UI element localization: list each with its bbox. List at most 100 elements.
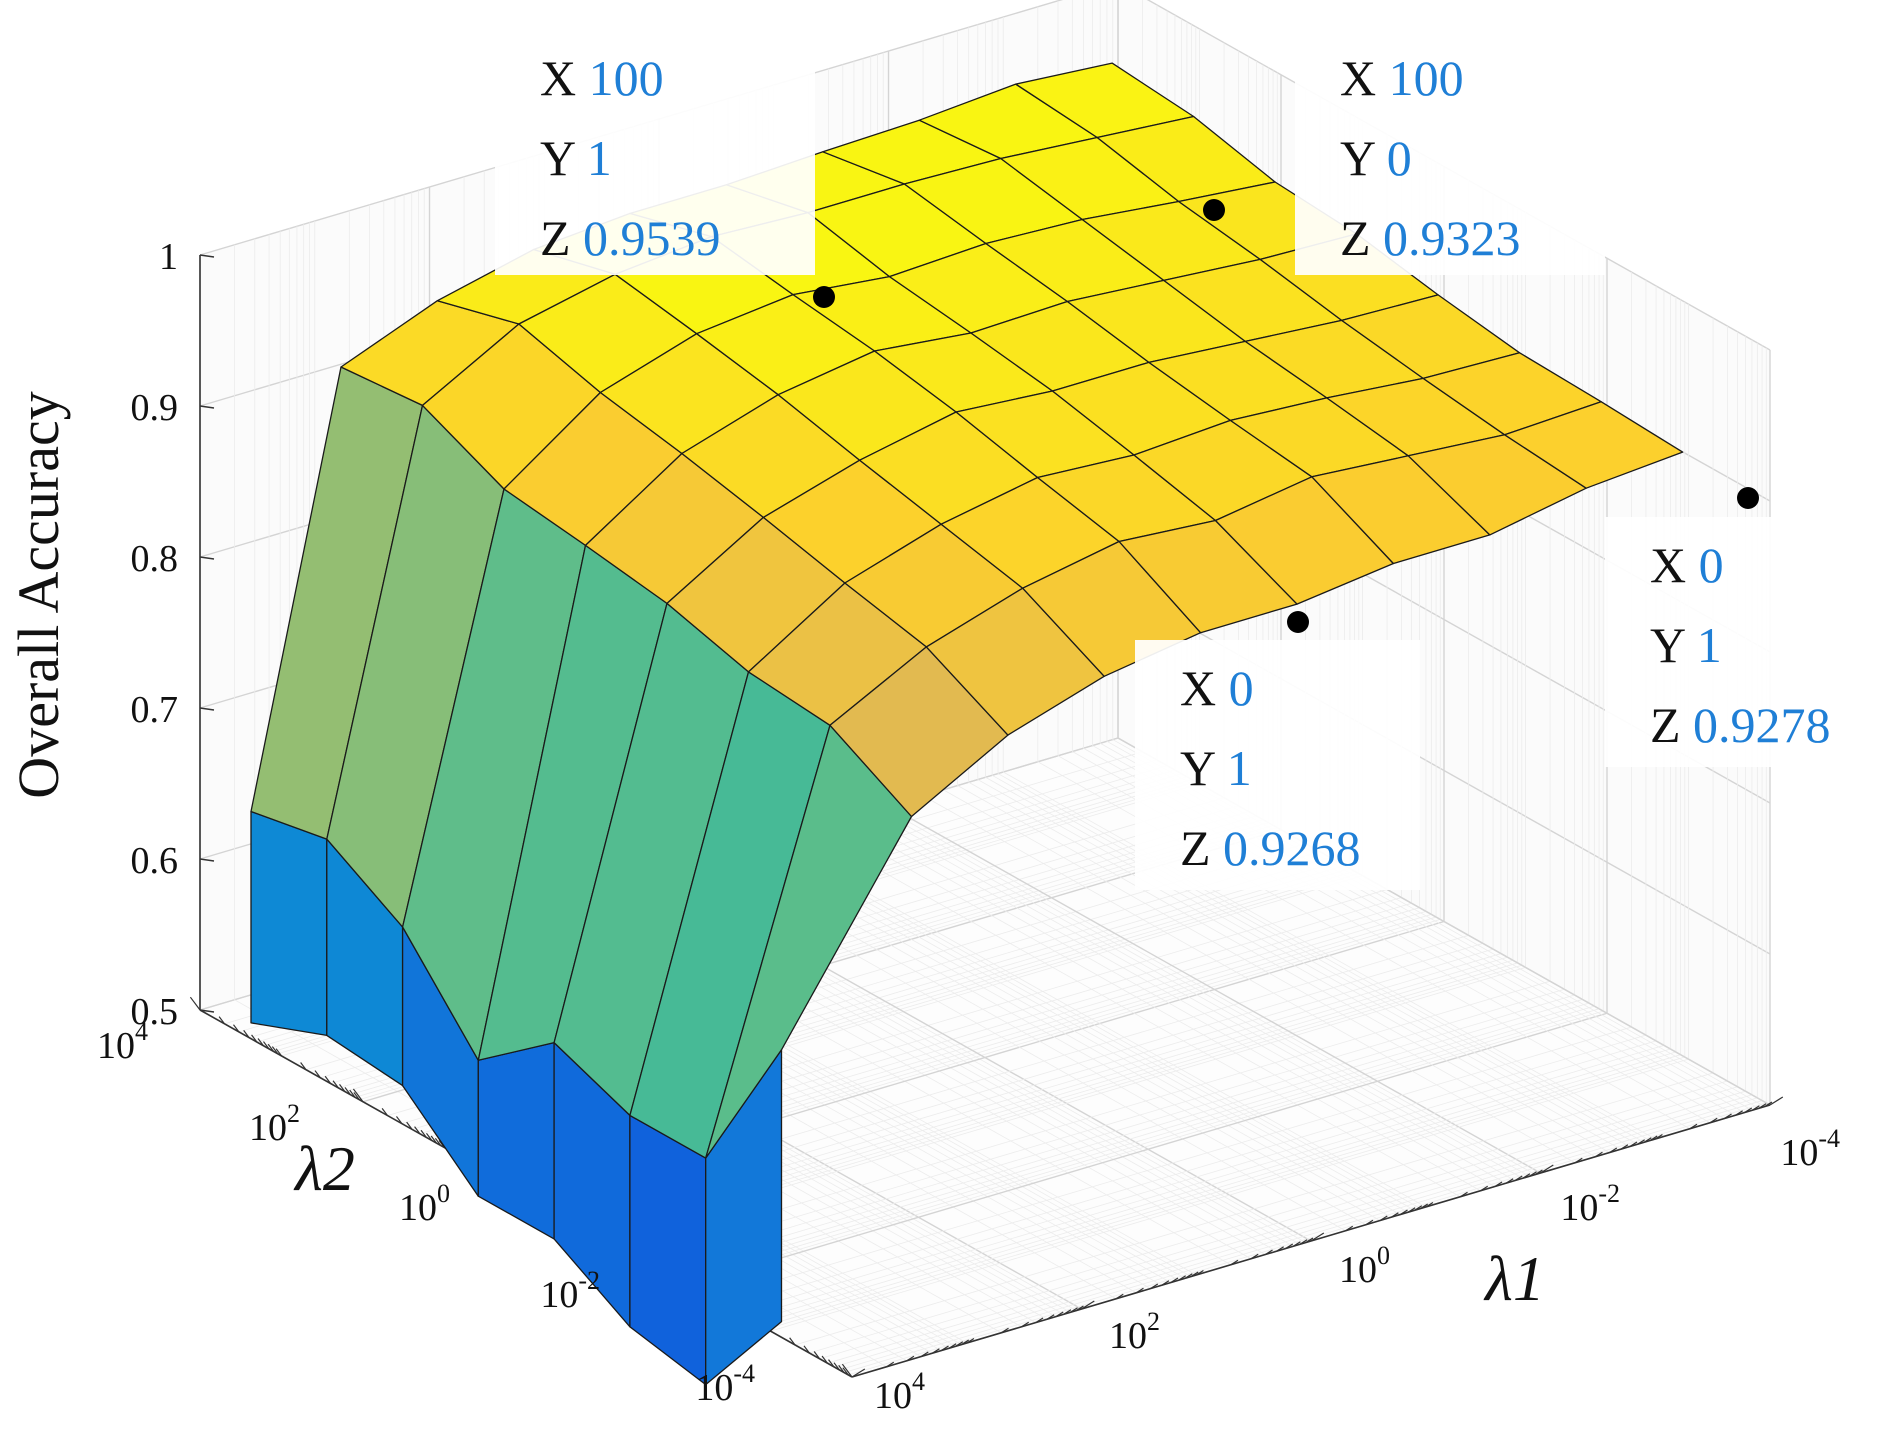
floor-grid-line xyxy=(770,1058,1689,1332)
y-axis-tick xyxy=(300,1062,307,1071)
y-axis-tick xyxy=(803,1345,810,1354)
floor-grid-line xyxy=(713,1026,1632,1300)
x-axis-tick xyxy=(966,1337,975,1344)
x-axis-tick xyxy=(1305,1237,1314,1244)
x-axis-tick xyxy=(1758,1103,1767,1109)
x-axis-tick xyxy=(1609,1147,1618,1154)
floor-grid-line xyxy=(1003,771,1656,1140)
floor-grid-line xyxy=(828,823,1481,1192)
datatip-x-row: X 100 xyxy=(540,50,664,106)
floor-grid-line xyxy=(870,810,1523,1179)
datatip-z-row: Z 0.9268 xyxy=(1180,820,1361,876)
surface-drop-low xyxy=(250,810,328,1037)
y-axis-tick xyxy=(262,1041,270,1050)
y-axis-tick xyxy=(430,1135,438,1144)
y-axis-tick xyxy=(271,1046,279,1055)
y-axis-tick xyxy=(420,1129,427,1138)
datatip-box: X 100 Y 0 Z 0.9323 xyxy=(1295,30,1605,275)
floor-grid-line xyxy=(676,1005,1595,1279)
z-tick-label: 0.9 xyxy=(131,387,179,429)
surface-drop-low xyxy=(477,1041,555,1240)
x-axis-tick xyxy=(1594,1151,1603,1158)
datatip-marker[interactable] xyxy=(813,286,835,308)
floor-grid-line xyxy=(957,785,1610,1153)
floor-grid-line xyxy=(819,1086,1738,1360)
datatip-box: X 100 Y 1 Z 0.9539 xyxy=(495,30,815,275)
floor-grid-line xyxy=(977,779,1630,1147)
floor-grid-line xyxy=(757,1051,1676,1325)
z-axis-tick xyxy=(199,254,215,258)
floor-grid-line xyxy=(833,1094,1753,1368)
y-axis-tick xyxy=(267,1043,275,1052)
y-axis-tick xyxy=(324,1075,332,1084)
floor-grid-line xyxy=(745,1044,1665,1318)
floor-grid-line xyxy=(646,988,1565,1262)
z-tick-label: 0.6 xyxy=(131,840,179,882)
x-axis-tick xyxy=(1629,1141,1638,1148)
z-axis-tick xyxy=(199,405,215,409)
z-axis-tick xyxy=(199,707,215,711)
x-axis-tick xyxy=(1643,1137,1652,1143)
y-axis-tick xyxy=(396,1116,403,1124)
x-axis-tick xyxy=(948,1343,957,1349)
floor-grid-line xyxy=(752,1048,1671,1322)
x-axis-tick xyxy=(1021,1321,1030,1328)
x-axis-tick xyxy=(1190,1271,1199,1278)
datatip-box: X 0 Y 1 Z 0.9278 xyxy=(1605,517,1890,767)
x-tick-label: 10-4 xyxy=(1780,1124,1840,1174)
y-axis-tick xyxy=(243,1030,250,1038)
y-axis-tick xyxy=(842,1367,849,1376)
floor-grid-line xyxy=(727,1034,1646,1308)
x-axis-tick xyxy=(1494,1181,1503,1188)
floor-grid-line xyxy=(768,841,1421,1209)
floor-grid-line xyxy=(888,805,1541,1174)
datatip-marker[interactable] xyxy=(1287,611,1309,633)
floor-grid-line xyxy=(883,807,1536,1175)
datatip-marker[interactable] xyxy=(1737,487,1759,509)
datatip-y-row: Y 1 xyxy=(1650,617,1722,673)
y-axis-tick xyxy=(841,1363,853,1378)
x-axis-tick xyxy=(955,1341,964,1347)
floor-grid-line xyxy=(985,776,1638,1145)
floor-grid-line xyxy=(827,1090,1746,1364)
x-axis-tick xyxy=(1459,1191,1468,1198)
z-tick-label: 1 xyxy=(159,236,178,278)
y-axis-tick xyxy=(349,1089,356,1098)
x-axis-tick xyxy=(1522,1173,1531,1179)
y-axis-tick xyxy=(434,1137,442,1146)
x-axis-tick xyxy=(1620,1144,1629,1150)
y-axis-label: λ2 xyxy=(293,1133,355,1204)
floor-grid-line xyxy=(922,795,1576,1164)
x-axis-tick xyxy=(1689,1123,1698,1130)
y-axis-tick xyxy=(257,1038,264,1047)
x-axis-tick xyxy=(1534,1169,1543,1176)
x-axis-tick xyxy=(1170,1277,1179,1284)
surface-top xyxy=(1504,401,1684,489)
surface-plot xyxy=(250,62,1684,1386)
x-axis-tick xyxy=(920,1351,929,1358)
z-tick-label: 0.8 xyxy=(131,538,179,580)
x-axis-tick xyxy=(851,1368,866,1378)
x-axis-tick xyxy=(1574,1157,1583,1164)
floor-grid-line xyxy=(762,842,1415,1211)
z-tick-label: 0.7 xyxy=(131,689,179,731)
x-axis-tick xyxy=(931,1348,940,1354)
x-axis-label: λ1 xyxy=(1483,1243,1545,1314)
y-axis-tick xyxy=(828,1359,835,1368)
y-axis-tick xyxy=(838,1364,845,1373)
y-axis-tick xyxy=(381,1107,389,1116)
x-axis-tick xyxy=(1751,1105,1760,1111)
x-axis-tick xyxy=(1230,1259,1239,1266)
x-axis-tick xyxy=(1764,1101,1773,1108)
y-axis-tick xyxy=(314,1070,321,1079)
x-axis-tick xyxy=(1178,1275,1186,1281)
y-axis-tick xyxy=(332,1080,339,1089)
floor-grid-line xyxy=(991,774,1645,1143)
z-axis-label: Overall Accuracy xyxy=(6,391,71,798)
y-axis-tick xyxy=(344,1087,351,1096)
floor-grid-line xyxy=(773,839,1426,1208)
floor-grid-line xyxy=(670,1002,1590,1276)
datatip-z-row: Z 0.9539 xyxy=(540,210,721,266)
datatip-z-row: Z 0.9278 xyxy=(1650,697,1831,753)
datatip-marker[interactable] xyxy=(1203,199,1225,221)
